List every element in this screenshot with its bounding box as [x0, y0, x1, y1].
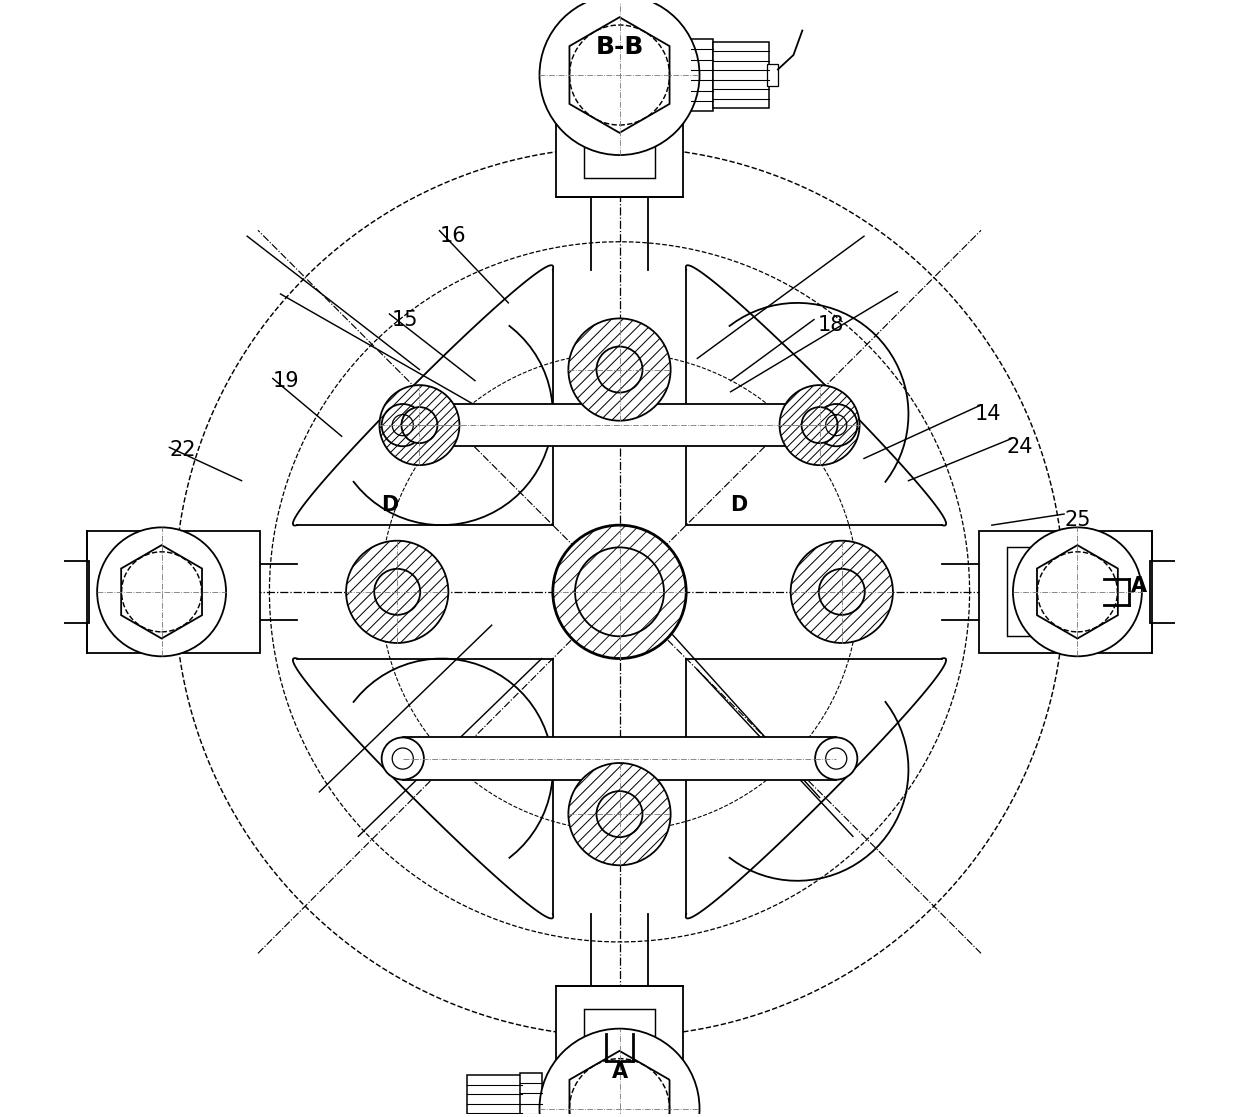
Bar	[540, 1098, 551, 1117]
Circle shape	[346, 541, 449, 643]
Bar	[1151, 561, 1213, 623]
Text: 25: 25	[1064, 509, 1090, 529]
Circle shape	[779, 385, 860, 465]
Circle shape	[374, 569, 420, 614]
Circle shape	[539, 0, 700, 155]
Circle shape	[596, 791, 643, 837]
Text: D: D	[380, 495, 398, 515]
Bar	[555, 36, 684, 198]
Bar	[88, 531, 260, 653]
Text: A: A	[1131, 576, 1147, 596]
Circle shape	[97, 527, 225, 657]
Bar	[26, 561, 88, 623]
Text: 15: 15	[392, 309, 418, 330]
Bar	[585, 1009, 654, 1070]
Circle shape	[382, 737, 424, 780]
Bar	[520, 1072, 543, 1117]
Text: D: D	[730, 495, 747, 515]
Bar	[0, 610, 25, 676]
Text: 14: 14	[975, 404, 1001, 424]
Circle shape	[596, 346, 643, 392]
Circle shape	[575, 547, 664, 637]
Bar	[1007, 547, 1093, 637]
Circle shape	[553, 525, 686, 659]
Bar	[1213, 558, 1239, 626]
Circle shape	[539, 1029, 700, 1117]
Bar	[115, 547, 201, 637]
Circle shape	[401, 407, 437, 443]
Circle shape	[790, 541, 893, 643]
Text: 19: 19	[273, 371, 300, 391]
Text: 24: 24	[1006, 438, 1033, 457]
Circle shape	[802, 407, 838, 443]
Circle shape	[379, 385, 460, 465]
Text: B-B: B-B	[595, 36, 644, 59]
Bar	[691, 39, 714, 112]
Text: 18: 18	[818, 315, 844, 335]
Bar	[767, 64, 778, 86]
Text: A: A	[611, 1062, 628, 1082]
Bar	[585, 116, 654, 178]
Polygon shape	[403, 737, 836, 780]
Text: 16: 16	[440, 226, 466, 246]
Bar	[467, 1076, 523, 1117]
Circle shape	[819, 569, 865, 614]
Bar	[714, 41, 769, 108]
Circle shape	[1014, 527, 1142, 657]
Polygon shape	[403, 404, 836, 447]
Circle shape	[569, 318, 670, 421]
Bar	[979, 531, 1151, 653]
Circle shape	[382, 404, 424, 447]
Circle shape	[569, 763, 670, 866]
Bar	[555, 986, 684, 1117]
Text: 22: 22	[170, 440, 196, 459]
Circle shape	[815, 404, 857, 447]
Circle shape	[815, 737, 857, 780]
